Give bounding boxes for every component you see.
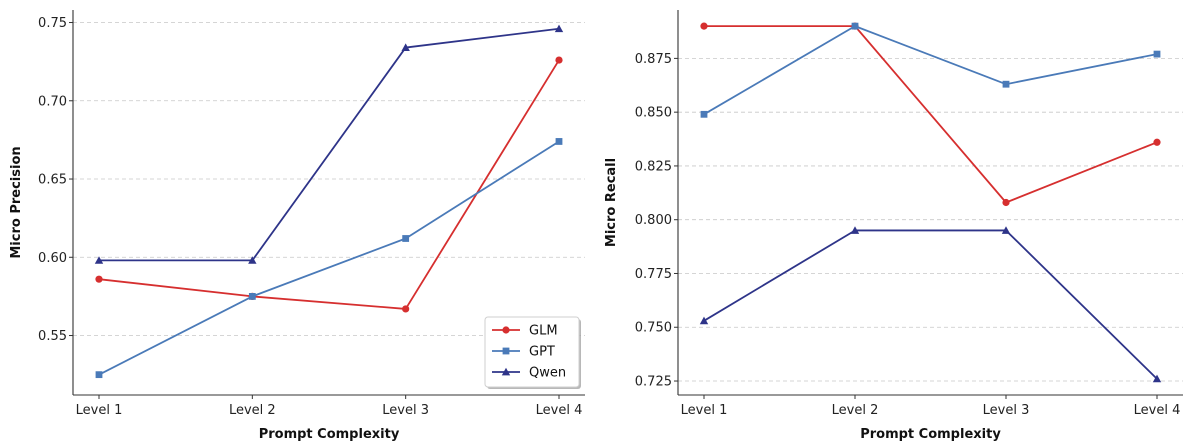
y-tick-label: 0.850 [635, 106, 672, 121]
data-point-gpt [248, 293, 256, 300]
data-point-gpt [402, 235, 410, 242]
x-tick-label: Level 1 [76, 403, 123, 418]
x-tick-label: Level 4 [1134, 403, 1181, 418]
data-point-gpt [555, 138, 563, 145]
data-point-glm [555, 56, 563, 64]
y-tick-label: 0.775 [635, 267, 672, 282]
y-tick-label: 0.65 [38, 173, 67, 188]
data-point-glm [1153, 138, 1161, 146]
y-axis-title: Micro Recall [604, 158, 619, 247]
y-tick-label: 0.75 [38, 16, 67, 31]
data-point-qwen [554, 24, 564, 33]
legend-label-qwen: Qwen [529, 366, 566, 381]
x-axis-title: Prompt Complexity [259, 427, 400, 442]
y-tick-label: 0.55 [38, 329, 67, 344]
legend-marker-qwen [501, 367, 511, 376]
series-line-qwen [703, 229, 1158, 380]
series-gpt [95, 138, 563, 379]
x-tick-label: Level 2 [229, 403, 276, 418]
series-line-gpt [98, 140, 560, 376]
data-point-glm [402, 305, 410, 313]
x-tick-label: Level 4 [536, 403, 583, 418]
series-qwen [699, 226, 1162, 383]
data-point-gpt [1002, 80, 1010, 88]
legend-marker-gpt [502, 347, 510, 355]
y-axis-title: Micro Precision [9, 146, 24, 258]
x-tick-label: Level 1 [681, 403, 728, 418]
x-axis-title: Prompt Complexity [860, 427, 1001, 442]
y-tick-label: 0.70 [38, 94, 67, 109]
legend-label-glm: GLM [529, 324, 558, 339]
chart-panel-1: 0.55 0.60 0.65 0.70 0.75 Level 1 Level 2 Level … [9, 10, 585, 442]
x-tick-label: Level 3 [382, 403, 429, 418]
data-point-glm [1002, 198, 1010, 207]
series-line-gpt [703, 25, 1158, 116]
data-point-qwen [94, 256, 104, 264]
y-tick-label: 0.875 [635, 52, 672, 67]
data-point-qwen [1001, 226, 1011, 234]
legend-label-gpt: GPT [529, 345, 555, 360]
series-line-qwen [99, 27, 560, 262]
legend-box [484, 316, 580, 388]
y-tick-label: 0.725 [635, 375, 672, 390]
data-point-gpt [700, 110, 708, 118]
data-point-glm [700, 22, 708, 30]
y-tick-label: 0.800 [635, 213, 672, 228]
legend-marker-glm [502, 326, 510, 334]
data-point-gpt [1153, 50, 1161, 58]
series-line-glm [98, 59, 560, 310]
data-point-qwen [248, 256, 257, 264]
data-point-gpt [851, 22, 859, 30]
legend: GLM GPT Qwen [484, 316, 581, 389]
data-point-glm [95, 275, 103, 283]
series-qwen [94, 24, 564, 264]
series-gpt [700, 22, 1161, 118]
data-point-qwen [699, 316, 709, 325]
x-tick-label: Level 3 [983, 403, 1030, 418]
chart-panel-2: 0.725 0.750 0.775 0.800 0.825 0.850 0.875 Level… [604, 10, 1183, 442]
x-tick-label: Level 2 [832, 403, 879, 418]
data-point-qwen [401, 43, 410, 51]
data-point-qwen [1152, 374, 1162, 383]
data-point-qwen [850, 226, 860, 234]
y-tick-label: 0.825 [635, 159, 672, 174]
series-glm [700, 22, 1161, 207]
y-tick-label: 0.60 [38, 251, 67, 266]
data-point-gpt [95, 371, 103, 379]
y-tick-label: 0.750 [635, 321, 672, 336]
series-line-glm [704, 25, 1158, 204]
